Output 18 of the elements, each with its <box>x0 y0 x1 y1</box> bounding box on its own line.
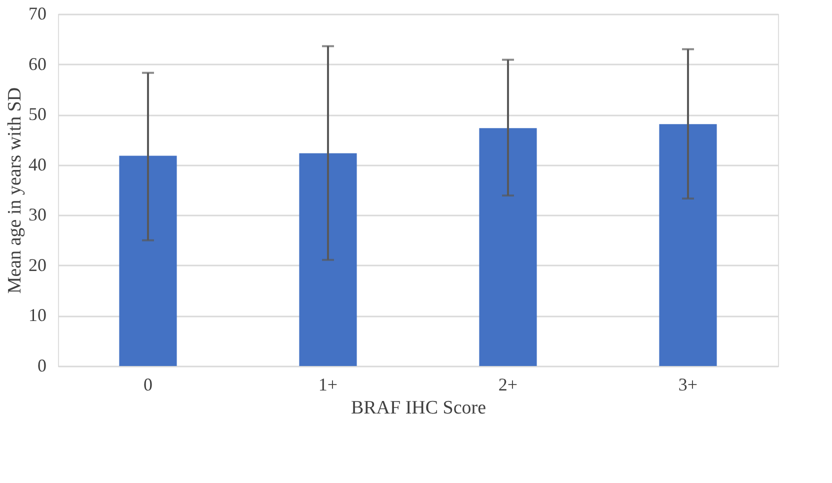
bar <box>659 124 717 366</box>
y-tick-label: 30 <box>28 204 46 225</box>
bar <box>119 156 177 366</box>
y-tick-label: 60 <box>28 54 46 74</box>
bar <box>299 153 357 366</box>
x-axis-title: BRAF IHC Score <box>350 398 486 418</box>
x-tick-label: 0 <box>144 374 152 394</box>
y-tick-label: 20 <box>28 254 46 275</box>
y-tick-label: 70 <box>28 4 46 24</box>
y-tick-label: 0 <box>38 356 46 376</box>
x-tick-label: 2+ <box>498 374 518 394</box>
bar <box>479 128 537 366</box>
x-tick-label: 3+ <box>678 374 698 394</box>
y-axis-title: Mean age in years with SD <box>4 87 26 294</box>
y-tick-label: 50 <box>28 104 46 124</box>
y-tick-label: 10 <box>28 305 46 326</box>
x-tick-label: 1+ <box>318 374 338 394</box>
y-tick-label: 40 <box>28 154 46 174</box>
